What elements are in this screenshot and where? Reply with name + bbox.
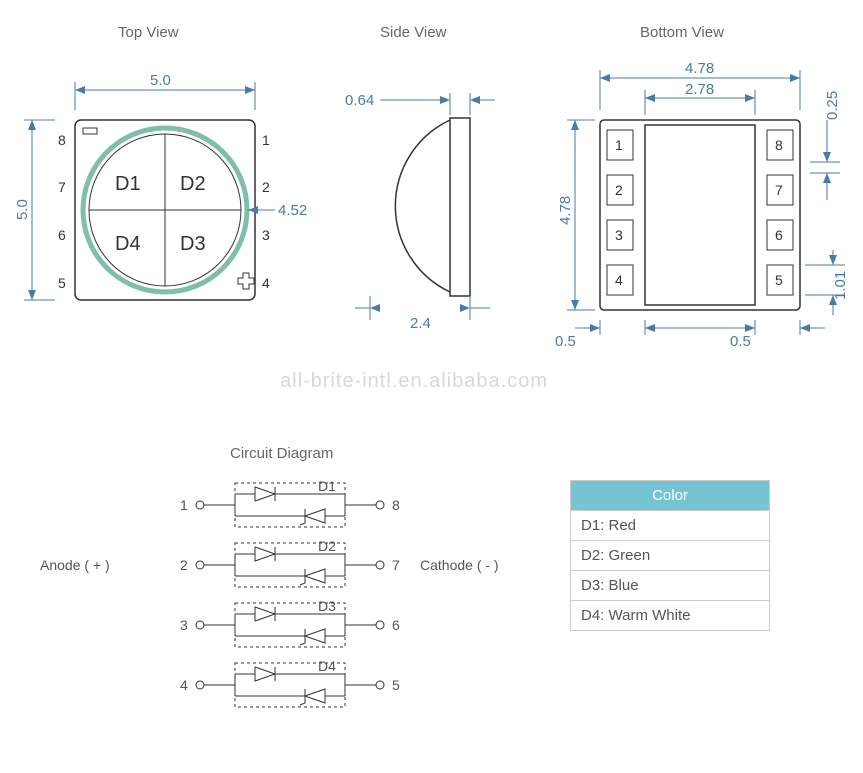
svg-text:6: 6 (775, 227, 783, 243)
side-view-diagram: 0.64 2.4 (335, 60, 535, 360)
bottom-pad-h: 1.01 (832, 271, 849, 300)
svg-text:2: 2 (615, 182, 623, 198)
svg-text:7: 7 (775, 182, 783, 198)
svg-text:3: 3 (615, 227, 623, 243)
svg-text:D4: D4 (318, 658, 336, 674)
top-pin-4: 4 (262, 275, 270, 291)
top-pin-7: 7 (58, 179, 66, 195)
top-pin-2: 2 (262, 179, 270, 195)
color-row-d4: D4: Warm White (571, 601, 770, 631)
svg-text:5: 5 (392, 677, 400, 693)
color-table-header: Color (571, 481, 770, 511)
color-row-d3: D3: Blue (571, 571, 770, 601)
side-view-title: Side View (380, 24, 446, 41)
svg-text:2: 2 (180, 557, 188, 573)
svg-text:4: 4 (615, 272, 623, 288)
svg-text:D2: D2 (318, 538, 336, 554)
quad-d2: D2 (180, 173, 206, 195)
svg-text:D3: D3 (318, 598, 336, 614)
anode-label: Anode ( + ) (40, 557, 110, 573)
bottom-outer-w: 4.78 (685, 60, 714, 77)
svg-text:1: 1 (180, 497, 188, 513)
color-row-d1: D1: Red (571, 511, 770, 541)
svg-text:8: 8 (775, 137, 783, 153)
svg-text:5: 5 (775, 272, 783, 288)
svg-text:1: 1 (615, 137, 623, 153)
bottom-inner-w: 2.78 (685, 81, 714, 98)
top-view-title: Top View (118, 24, 179, 41)
svg-text:D1: D1 (318, 478, 336, 494)
circuit-title: Circuit Diagram (230, 445, 333, 462)
top-pin-8: 8 (58, 132, 66, 148)
bottom-view-title: Bottom View (640, 24, 724, 41)
bottom-pads-left: 1 2 3 4 (607, 130, 633, 295)
bottom-margin-r: 0.5 (730, 333, 751, 350)
bottom-margin-l: 0.5 (555, 333, 576, 350)
bottom-pads-right: 8 7 6 5 (767, 130, 793, 295)
bottom-outer-h: 4.78 (557, 196, 574, 225)
side-depth-dim: 2.4 (410, 315, 431, 332)
top-view-diagram: 5.0 5.0 D1 D2 D4 D3 8 7 6 5 1 2 3 4 4.52 (10, 60, 310, 360)
top-pin-5: 5 (58, 275, 66, 291)
topview-width-dim: 5.0 (150, 72, 171, 89)
color-row-d2: D2: Green (571, 541, 770, 571)
circuit-diagram: Anode ( + ) Cathode ( - ) 1 8 D1 2 7 D2 3 6 D3 4 5… (30, 465, 550, 765)
svg-text:8: 8 (392, 497, 400, 513)
topview-height-dim: 5.0 (14, 199, 31, 220)
quad-d4: D4 (115, 233, 141, 255)
topview-diameter-dim: 4.52 (278, 202, 307, 219)
svg-text:6: 6 (392, 617, 400, 633)
bottom-view-diagram: 4.78 2.78 4.78 1 2 3 4 8 7 6 5 0.25 (545, 50, 863, 370)
watermark-text: all-brite-intl.en.alibaba.com (280, 370, 548, 393)
top-pin-3: 3 (262, 227, 270, 243)
quad-d3: D3 (180, 233, 206, 255)
color-table: Color D1: Red D2: Green D3: Blue D4: War… (570, 480, 770, 631)
bottom-pad-gap: 0.25 (824, 91, 841, 120)
top-pin-6: 6 (58, 227, 66, 243)
side-thickness-dim: 0.64 (345, 92, 374, 109)
svg-text:4: 4 (180, 677, 188, 693)
top-pin-1: 1 (262, 132, 270, 148)
cathode-label: Cathode ( - ) (420, 557, 499, 573)
quad-d1: D1 (115, 173, 141, 195)
svg-text:7: 7 (392, 557, 400, 573)
svg-text:3: 3 (180, 617, 188, 633)
